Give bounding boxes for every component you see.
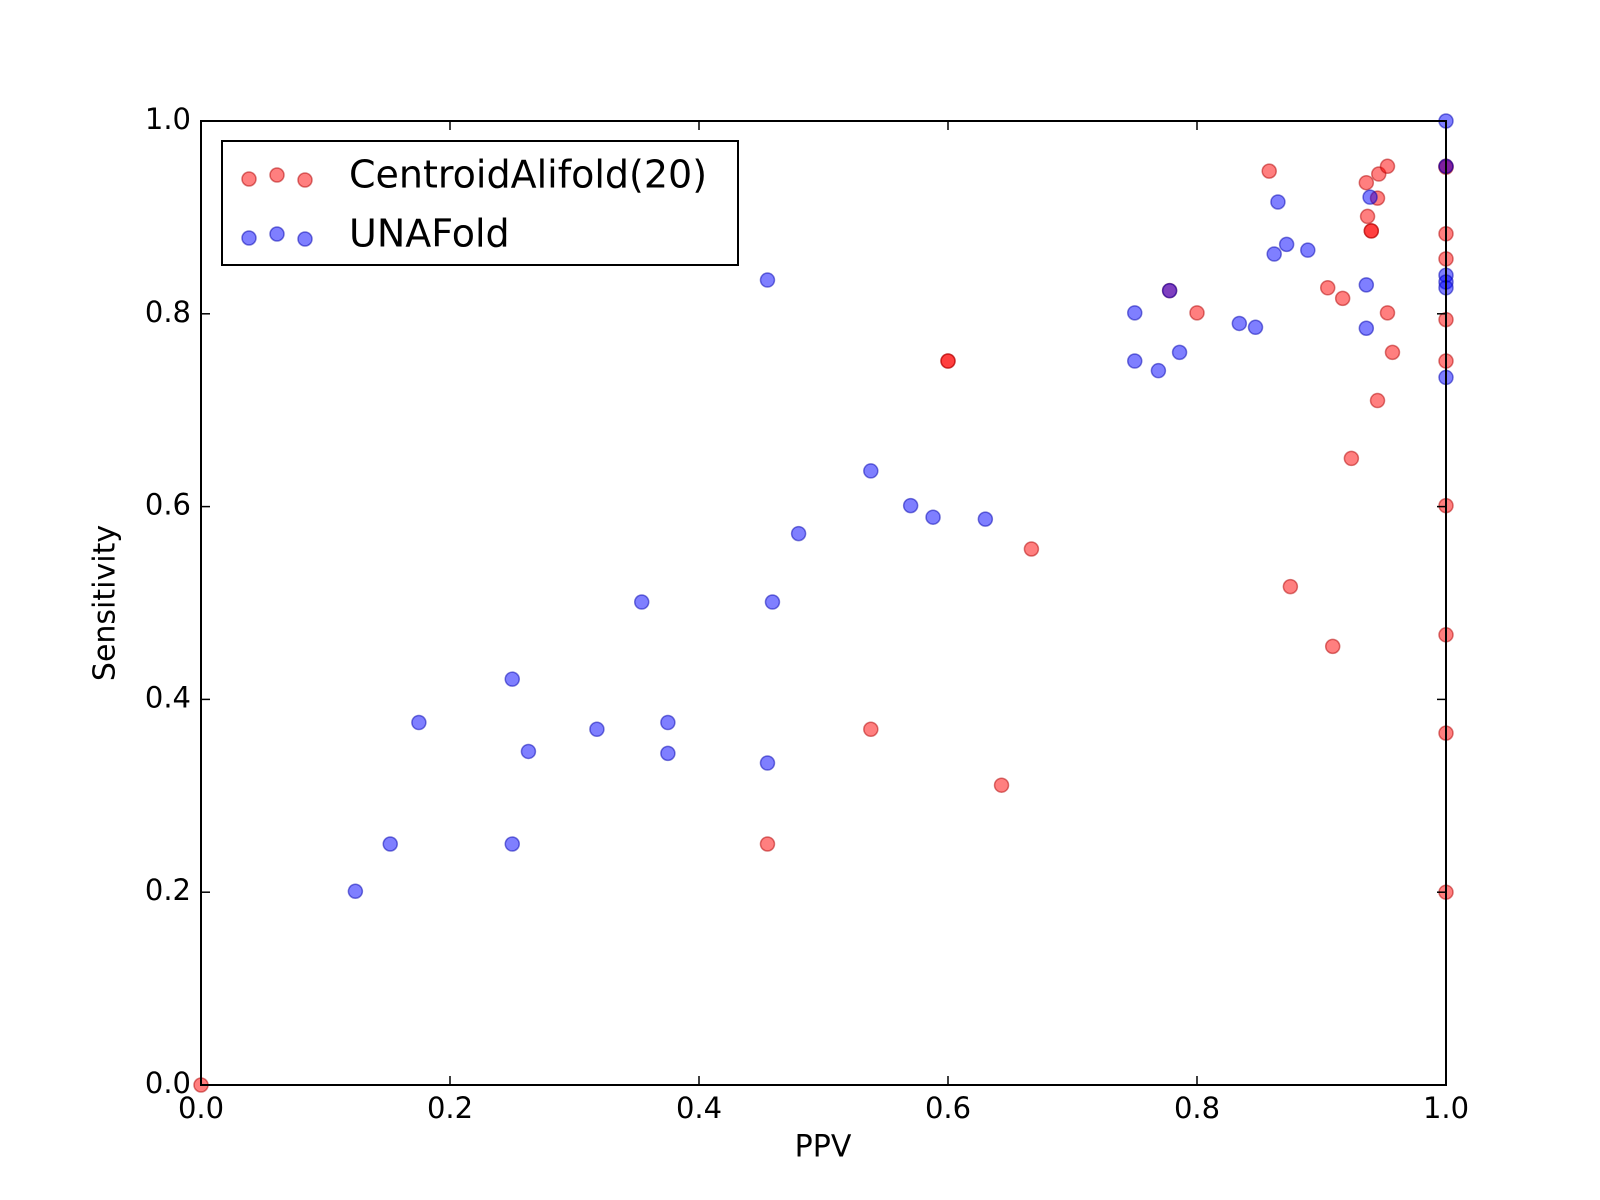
legend-marker [241,230,257,246]
y-tick-label: 0.8 [145,295,191,329]
point [1379,158,1396,175]
legend-label: CentroidAlifold(20) [349,153,707,197]
point [1261,163,1277,179]
y-tick-label: 0.6 [145,488,191,522]
point [925,509,941,525]
point [1334,290,1351,307]
point [940,353,956,369]
point [1358,277,1375,293]
x-tick-label: 1.0 [1423,1091,1469,1125]
point [1231,315,1248,332]
legend-marker [269,226,285,242]
point [1023,541,1040,557]
point [1127,353,1143,369]
plot-frame [200,120,1447,1086]
point [790,525,807,542]
point [1300,242,1316,258]
point [764,594,781,610]
point [1150,362,1167,379]
y-tick-label: 1.0 [145,102,191,136]
y-tick-label: 0.4 [145,680,191,714]
point [1278,236,1295,253]
x-tick-label: 0.4 [676,1091,722,1125]
point [759,755,776,771]
point [1189,305,1205,321]
point [633,594,650,610]
point [1379,305,1396,321]
point [589,721,605,738]
point [759,272,776,288]
y-tick-label: 0.2 [145,873,191,907]
point [1369,392,1386,409]
point [504,836,520,852]
point [382,836,398,852]
point [1359,208,1376,225]
point [504,671,520,687]
point [902,497,919,514]
point [1324,638,1341,655]
y-tick-label: 0.0 [145,1066,191,1100]
legend-marker [241,171,257,187]
point [520,743,537,760]
point [1266,246,1282,262]
point [1171,344,1188,361]
point [1343,450,1360,467]
x-axis-label: PPV [795,1130,852,1165]
legend-label: UNAFold [349,212,510,256]
point [411,714,427,731]
point [1319,280,1336,296]
point [993,777,1010,793]
x-tick-label: 0.2 [427,1091,473,1125]
point [1363,223,1380,239]
point [1384,344,1401,361]
y-axis-label: Sensitivity [88,525,123,681]
point [1161,282,1178,299]
legend-marker [297,172,313,188]
legend-marker [297,231,313,247]
legend-marker [269,167,285,183]
point [1127,305,1143,321]
point [863,721,879,738]
point [347,883,364,899]
point [1270,194,1286,210]
point [977,511,994,527]
x-tick-label: 0.6 [925,1091,971,1125]
point [1247,319,1264,336]
point [1358,174,1375,191]
legend: CentroidAlifold(20) UNAFold [221,140,739,266]
point [660,714,676,731]
point [1282,578,1299,595]
point [759,836,776,852]
point [1358,320,1375,337]
x-tick-label: 0.8 [1174,1091,1220,1125]
point [863,463,879,479]
point [660,745,676,762]
point [1362,189,1378,205]
x-tick-label: 0.0 [178,1091,224,1125]
